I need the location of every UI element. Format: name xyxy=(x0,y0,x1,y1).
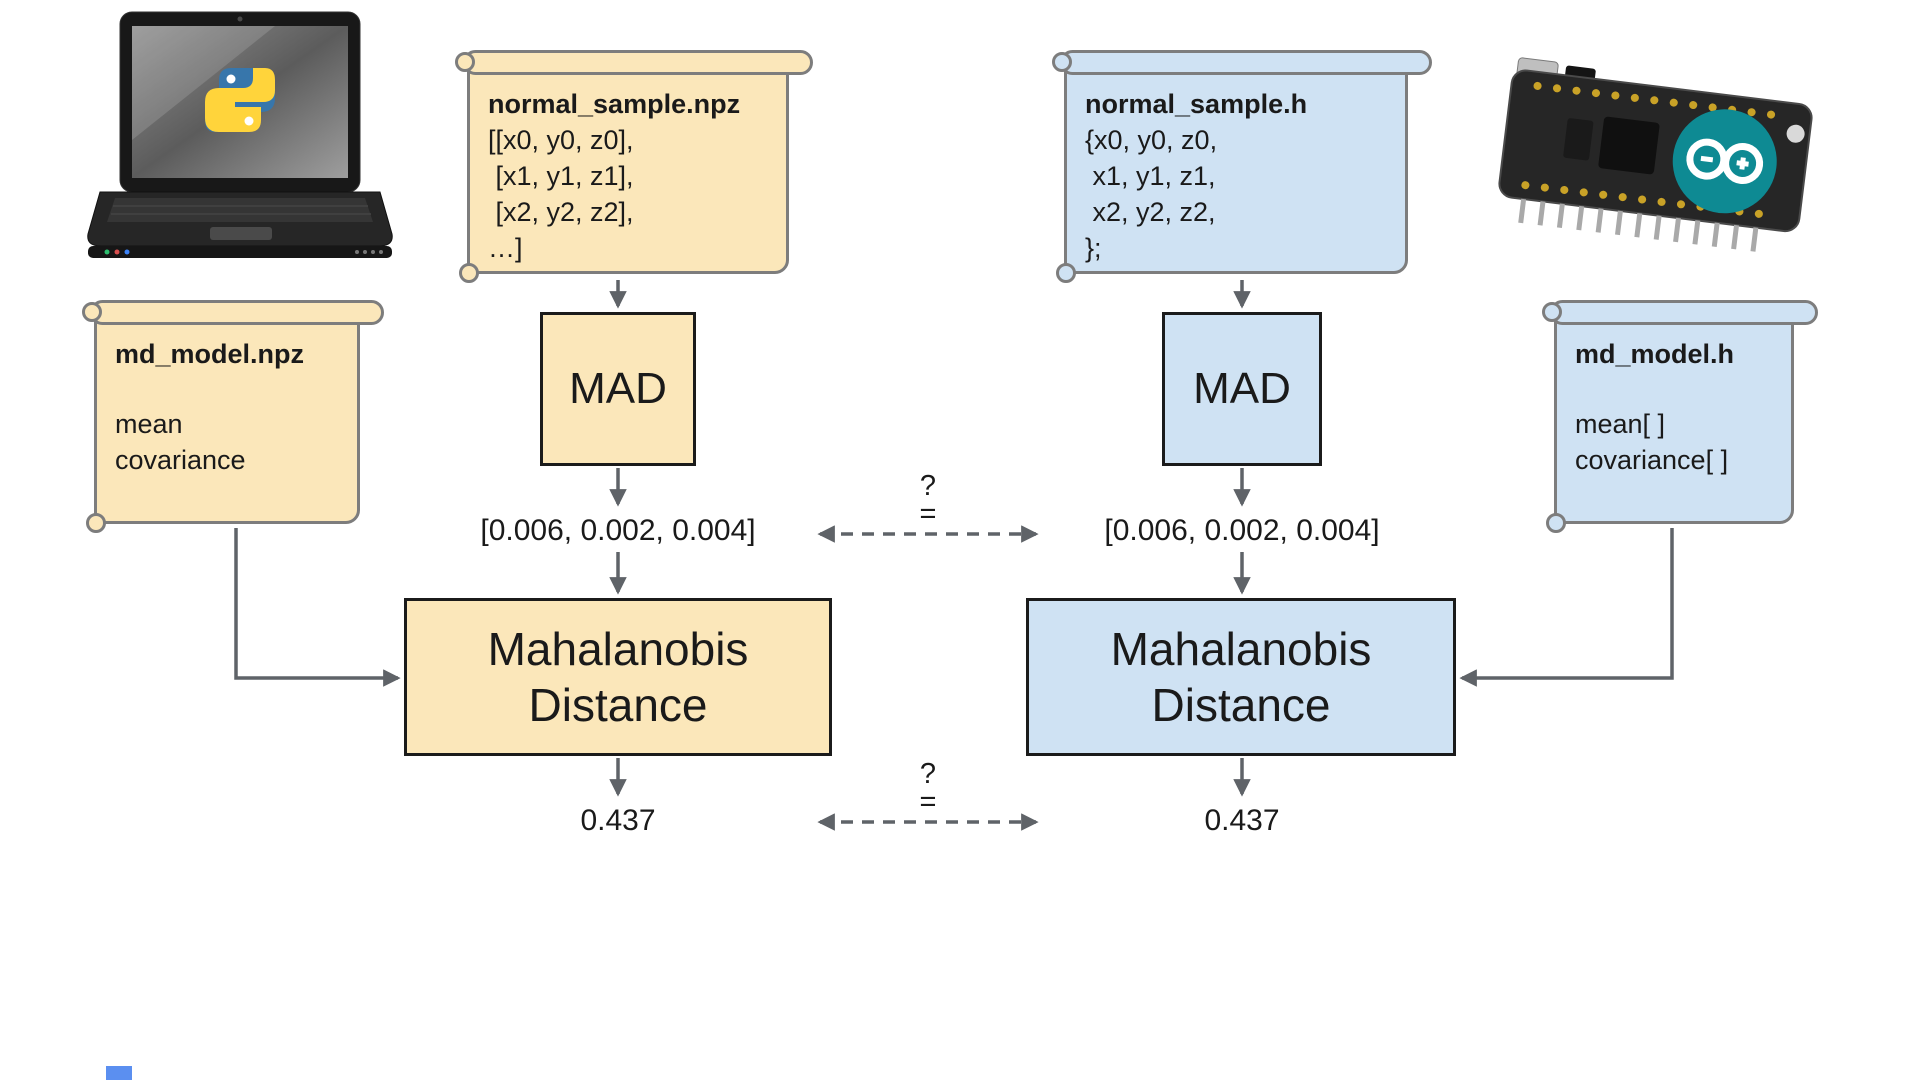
scroll-roll-top xyxy=(1060,50,1432,75)
scroll-curl-top xyxy=(455,52,475,72)
scroll-line: {x0, y0, z0, xyxy=(1085,125,1218,155)
python-laptop-illustration xyxy=(87,11,393,258)
scroll-line: [x2, y2, z2], xyxy=(488,197,634,227)
scroll-line: covariance[ ] xyxy=(1575,445,1729,475)
question-mark: ? xyxy=(919,470,937,502)
scroll-body: normal_sample.h {x0, y0, z0, x1, y1, z1,… xyxy=(1064,61,1408,274)
scroll-line: x1, y1, z1, xyxy=(1085,161,1216,191)
equals-sign: = xyxy=(919,498,937,530)
distance-result-python: 0.437 xyxy=(580,804,656,837)
mad-box-arduino: MAD xyxy=(1162,312,1322,466)
scroll-roll-top xyxy=(90,300,384,325)
laptop-front-edge xyxy=(88,246,392,258)
scroll-line: …] xyxy=(488,233,523,263)
scroll-body: md_model.h mean[ ] covariance[ ] xyxy=(1554,311,1794,524)
arduino-feather-illustration xyxy=(1498,57,1813,252)
mad-output-arduino: [0.006, 0.002, 0.004] xyxy=(1104,514,1380,547)
scroll-title: md_model.npz xyxy=(115,339,305,369)
scroll-line: mean xyxy=(115,409,183,439)
normal-sample-npz-scroll: normal_sample.npz [[x0, y0, z0], [x1, y1… xyxy=(455,50,813,283)
compare-mad-outputs-label: ? = xyxy=(919,470,937,530)
screen-glare xyxy=(132,26,275,140)
mahalanobis-distance-box-python: Mahalanobis Distance xyxy=(404,598,832,756)
scroll-curl-bottom xyxy=(1056,263,1076,283)
scroll-curl-top xyxy=(1542,302,1562,322)
compare-results-label: ? = xyxy=(919,758,937,818)
pin-holes-top xyxy=(1533,81,1792,121)
arduino-logo-icon xyxy=(1672,109,1777,214)
header-pins xyxy=(1518,198,1759,252)
scroll-curl-bottom xyxy=(86,513,106,533)
scroll-curl-bottom xyxy=(459,263,479,283)
scroll-curl-bottom xyxy=(1546,513,1566,533)
scroll-roll-top xyxy=(463,50,813,75)
laptop-touchpad xyxy=(210,227,272,240)
mcu-chip xyxy=(1598,116,1660,175)
mad-box-python: MAD xyxy=(540,312,696,466)
scroll-line: covariance xyxy=(115,445,246,475)
mad-output-python: [0.006, 0.002, 0.004] xyxy=(480,514,756,547)
equals-sign: = xyxy=(919,786,937,818)
pin-holes-bottom xyxy=(1521,181,1780,220)
scroll-body: normal_sample.npz [[x0, y0, z0], [x1, y1… xyxy=(467,61,789,274)
md-model-h-scroll: md_model.h mean[ ] covariance[ ] xyxy=(1542,300,1818,533)
question-mark: ? xyxy=(919,758,937,790)
cropped-blue-shape-fragment xyxy=(106,1066,132,1080)
scroll-title: md_model.h xyxy=(1575,339,1735,369)
scroll-line: [x1, y1, z1], xyxy=(488,161,634,191)
python-logo-icon xyxy=(205,68,275,132)
scroll-line: mean[ ] xyxy=(1575,409,1666,439)
md-model-npz-scroll: md_model.npz mean covariance xyxy=(82,300,384,533)
arrow-model-to-distance-python xyxy=(234,528,401,687)
laptop-keyboard xyxy=(107,198,373,222)
scroll-curl-top xyxy=(1052,52,1072,72)
mahalanobis-distance-box-arduino: Mahalanobis Distance xyxy=(1026,598,1456,756)
mounting-hole xyxy=(1786,124,1805,143)
scroll-line: }; xyxy=(1085,233,1102,263)
laptop-webcam xyxy=(237,16,243,22)
scroll-roll-top xyxy=(1550,300,1818,325)
normal-sample-h-scroll: normal_sample.h {x0, y0, z0, x1, y1, z1,… xyxy=(1052,50,1432,283)
scroll-body: md_model.npz mean covariance xyxy=(94,311,360,524)
small-chip xyxy=(1563,118,1594,161)
scroll-line: [[x0, y0, z0], xyxy=(488,125,634,155)
scroll-title: normal_sample.npz xyxy=(488,89,741,119)
scroll-line: x2, y2, z2, xyxy=(1085,197,1216,227)
distance-result-arduino: 0.437 xyxy=(1204,804,1280,837)
scroll-title: normal_sample.h xyxy=(1085,89,1308,119)
scroll-curl-top xyxy=(82,302,102,322)
arrow-model-to-distance-arduino xyxy=(1459,528,1674,687)
